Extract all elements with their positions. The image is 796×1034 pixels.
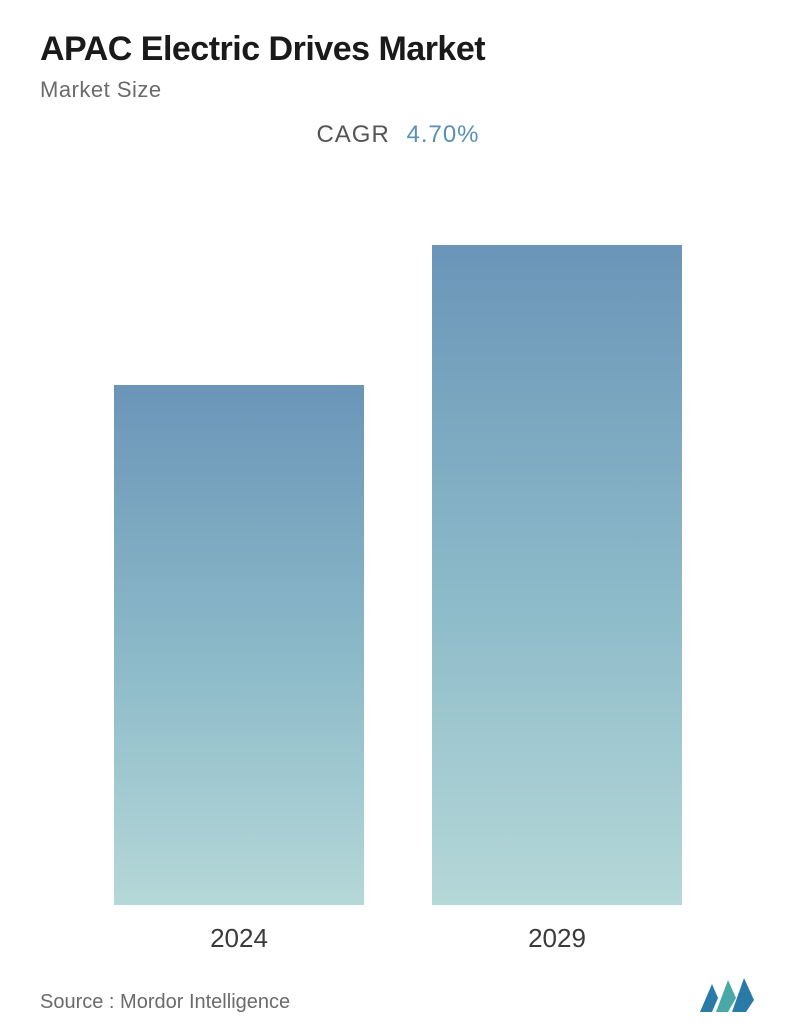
brand-logo-icon <box>698 976 756 1014</box>
chart-title: APAC Electric Drives Market <box>40 30 756 69</box>
cagr-label: CAGR <box>316 121 389 148</box>
bar-0 <box>114 385 364 905</box>
cagr-value: 4.70% <box>406 121 479 148</box>
bar-label-1: 2029 <box>528 923 586 954</box>
cagr-row: CAGR 4.70% <box>40 121 756 149</box>
chart-area: 2024 2029 <box>40 189 756 1014</box>
source-text: Source : Mordor Intelligence <box>40 991 290 1014</box>
bar-group-0: 2024 <box>99 385 379 954</box>
bar-label-0: 2024 <box>210 923 268 954</box>
bar-1 <box>432 245 682 905</box>
bars-wrapper: 2024 2029 <box>40 294 756 954</box>
footer: Source : Mordor Intelligence <box>40 976 756 1014</box>
bar-group-1: 2029 <box>417 245 697 954</box>
chart-subtitle: Market Size <box>40 77 756 103</box>
